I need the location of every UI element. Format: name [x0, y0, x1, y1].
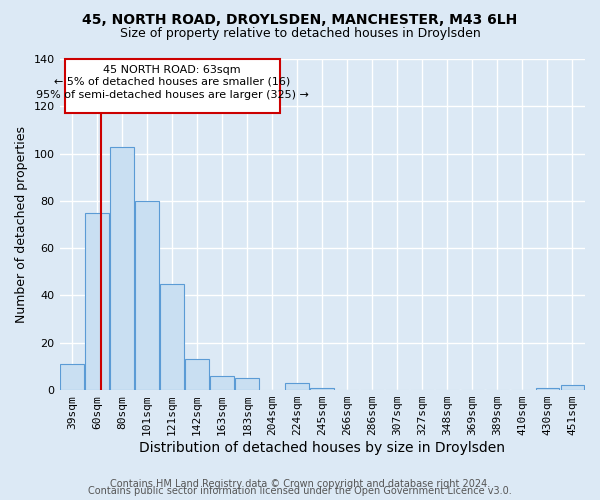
- Bar: [235, 378, 259, 390]
- Text: ← 5% of detached houses are smaller (16): ← 5% of detached houses are smaller (16): [54, 76, 290, 86]
- Bar: [310, 388, 334, 390]
- Bar: [110, 146, 134, 390]
- Text: 45 NORTH ROAD: 63sqm: 45 NORTH ROAD: 63sqm: [103, 65, 241, 75]
- Text: Contains public sector information licensed under the Open Government Licence v3: Contains public sector information licen…: [88, 486, 512, 496]
- Bar: [286, 383, 309, 390]
- Bar: [60, 364, 84, 390]
- Text: Size of property relative to detached houses in Droylsden: Size of property relative to detached ho…: [119, 28, 481, 40]
- Text: 95% of semi-detached houses are larger (325) →: 95% of semi-detached houses are larger (…: [36, 90, 308, 100]
- Y-axis label: Number of detached properties: Number of detached properties: [15, 126, 28, 323]
- Text: Contains HM Land Registry data © Crown copyright and database right 2024.: Contains HM Land Registry data © Crown c…: [110, 479, 490, 489]
- Bar: [210, 376, 234, 390]
- Bar: [560, 386, 584, 390]
- Bar: [135, 201, 159, 390]
- X-axis label: Distribution of detached houses by size in Droylsden: Distribution of detached houses by size …: [139, 441, 505, 455]
- Bar: [85, 212, 109, 390]
- Bar: [185, 360, 209, 390]
- Text: 45, NORTH ROAD, DROYLSDEN, MANCHESTER, M43 6LH: 45, NORTH ROAD, DROYLSDEN, MANCHESTER, M…: [82, 12, 518, 26]
- Bar: [536, 388, 559, 390]
- FancyBboxPatch shape: [65, 59, 280, 114]
- Bar: [160, 284, 184, 390]
